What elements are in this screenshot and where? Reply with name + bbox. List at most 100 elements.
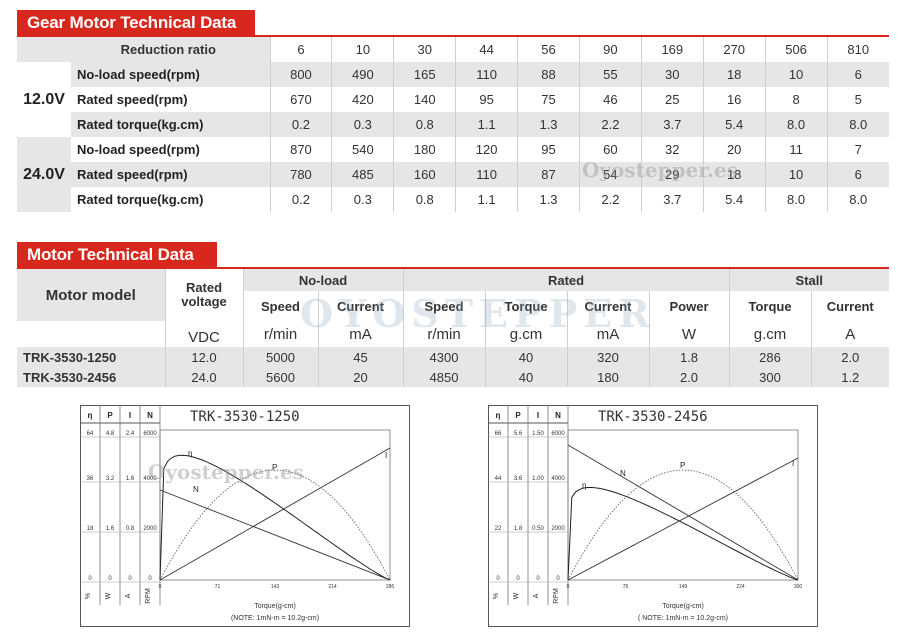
- header-stall-torque: Torque: [728, 291, 812, 321]
- gear-value-cell: 6: [826, 62, 889, 87]
- scale-column-head: N: [555, 411, 561, 420]
- gear-value-cell: 0.3: [331, 187, 394, 212]
- curve-label-speed: N: [620, 469, 626, 478]
- unit-cell: mA: [317, 321, 404, 347]
- curve-label-power: P: [272, 463, 277, 472]
- gear-value-cell: 95: [517, 137, 580, 162]
- scale-value: 64: [87, 431, 94, 437]
- header-stall: Stall: [728, 269, 890, 291]
- scale-value: 0.50: [532, 526, 544, 532]
- axis-unit: W: [105, 592, 112, 599]
- motor-value-cell: 24.0: [164, 367, 243, 387]
- curve-label-power: P: [680, 461, 685, 470]
- scale-value: 6000: [551, 431, 565, 437]
- gear-value-cell: 0.3: [331, 112, 394, 137]
- header-rated: Rated: [402, 269, 730, 291]
- ratio-cell: 6: [269, 37, 332, 62]
- gear-value-cell: 60: [578, 137, 642, 162]
- scale-value: 1.6: [106, 526, 115, 532]
- power-curve: [159, 469, 391, 581]
- gear-row-label: Rated speed(rpm): [77, 92, 188, 107]
- ratio-cell: 56: [517, 37, 580, 62]
- gear-value-cell: 8.0: [764, 187, 828, 212]
- scale-value: 3.6: [514, 476, 523, 482]
- scale-value: 1.00: [532, 476, 544, 482]
- unit-cell: r/min: [242, 321, 318, 347]
- scale-value: 0: [516, 576, 520, 582]
- chart-trk-3530-1250: η P I N TRK-3530-1250 64 4.8 2.4 6000 36 3.2 1.6 400…: [80, 405, 410, 627]
- unit-cell: W: [648, 321, 730, 347]
- gear-value-cell: 5.4: [702, 112, 766, 137]
- watermark-text: Oyostepper.es: [582, 158, 738, 182]
- motor-value-cell: 5000: [242, 347, 318, 367]
- scale-column-head: I: [129, 411, 131, 420]
- unit-cell: r/min: [402, 321, 486, 347]
- axis-unit: W: [513, 592, 520, 599]
- gear-value-cell: 2.2: [578, 187, 642, 212]
- scale-value: 44: [495, 476, 502, 482]
- scale-value: 0: [536, 576, 540, 582]
- gear-value-cell: 490: [331, 62, 394, 87]
- gear-value-cell: 165: [393, 62, 456, 87]
- motor-value-cell: 45: [317, 347, 404, 367]
- gear-value-cell: 6: [826, 162, 889, 187]
- gear-value-cell: 5.4: [702, 187, 766, 212]
- axis-unit: RPM: [145, 588, 152, 604]
- voltage-label: 12.0V: [23, 90, 65, 108]
- gear-value-cell: 46: [578, 87, 642, 112]
- header-rated-voltage-text: Rated voltage: [181, 280, 227, 309]
- header-rated-current: Current: [566, 291, 650, 321]
- motor-value-cell: 40: [484, 367, 568, 387]
- unit-cell: A: [810, 321, 890, 347]
- scale-column-head: η: [496, 411, 501, 420]
- ratio-cell: 44: [455, 37, 518, 62]
- ratio-cell: 90: [578, 37, 642, 62]
- unit-spacer: [17, 321, 165, 347]
- motor-value-cell: 20: [317, 367, 404, 387]
- scale-value: 5.6: [514, 431, 523, 437]
- scale-value: 1.8: [514, 526, 523, 532]
- gear-value-cell: 30: [640, 62, 704, 87]
- header-rated-speed: Speed: [402, 291, 486, 321]
- chart-note: (NOTE: 1mN-m = 10.2g-cm): [231, 615, 319, 622]
- scale-value: 1.50: [532, 431, 544, 437]
- gear-value-cell: 16: [702, 87, 766, 112]
- scale-column-head: η: [88, 411, 93, 420]
- x-axis-label: Torque(g-cm): [254, 603, 296, 610]
- x-tick-label: 214: [328, 584, 337, 590]
- gear-value-cell: 780: [269, 162, 332, 187]
- gear-value-cell: 8.0: [826, 112, 889, 137]
- gear-value-cell: 120: [455, 137, 518, 162]
- plot-area: [159, 429, 391, 581]
- motor-value-cell: 320: [566, 347, 650, 367]
- motor-value-cell: 40: [484, 347, 568, 367]
- scale-value: 0: [88, 576, 92, 582]
- motor-value-cell: 180: [566, 367, 650, 387]
- scale-value: 3.2: [106, 476, 115, 482]
- scale-value: 0: [108, 576, 112, 582]
- scale-value: 36: [87, 476, 94, 482]
- scale-column-head: P: [107, 411, 113, 420]
- gear-value-cell: 25: [640, 87, 704, 112]
- gear-data-table: Reduction ratio 6 10 30 44 56 90 169 270 506 810 12…: [17, 37, 889, 212]
- motor-model-cell: TRK-3530-2456: [23, 369, 117, 385]
- gear-value-cell: 540: [331, 137, 394, 162]
- ratio-cell: 30: [393, 37, 456, 62]
- motor-value-cell: 5600: [242, 367, 318, 387]
- x-tick-label: 224: [736, 584, 745, 590]
- gear-value-cell: 11: [764, 137, 828, 162]
- gear-value-cell: 1.1: [455, 187, 518, 212]
- scale-column-head: P: [515, 411, 521, 420]
- gear-value-cell: 18: [702, 162, 766, 187]
- gear-value-cell: 2.2: [578, 112, 642, 137]
- gear-row-label: No-load speed(rpm): [77, 142, 200, 157]
- x-tick-label: 0: [159, 584, 162, 590]
- chart-title: TRK-3530-1250: [190, 409, 300, 425]
- gear-value-cell: 485: [331, 162, 394, 187]
- curve-label-eff: η: [582, 481, 586, 490]
- gear-value-cell: 420: [331, 87, 394, 112]
- header-stall-current: Current: [810, 291, 890, 321]
- speed-curve: [567, 444, 799, 581]
- scale-value: 0: [496, 576, 500, 582]
- motor-table-title: Motor Technical Data: [17, 242, 217, 268]
